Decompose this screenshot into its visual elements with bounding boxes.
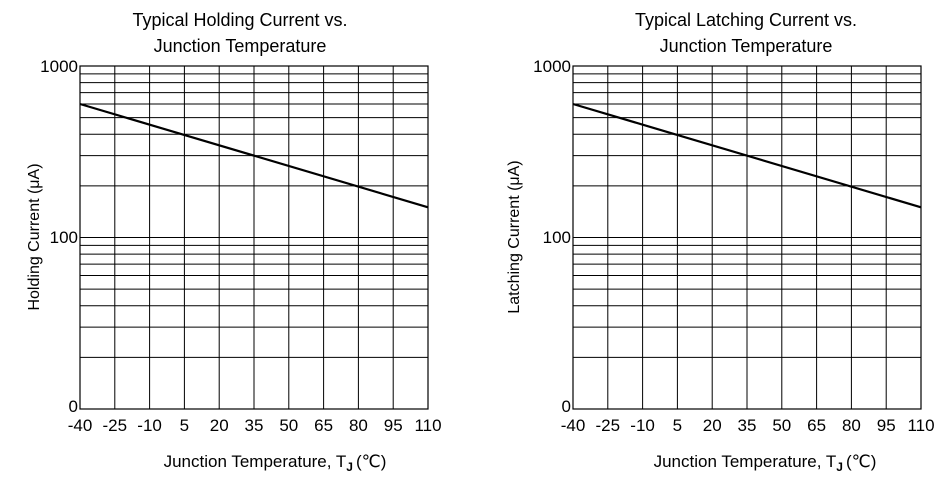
chart-title-line-1: Typical Latching Current vs. [635, 10, 857, 30]
x-tick-label: 5 [180, 416, 189, 435]
x-axis-label-main: Junction Temperature, T [164, 452, 347, 471]
x-tick-label: -40 [561, 416, 586, 435]
x-tick-label: 95 [877, 416, 896, 435]
x-tick-labels: -40 -25 -10 5 20 35 50 65 80 95 110 [561, 416, 935, 435]
y-axis-label: Latching Current (μA) [506, 160, 523, 313]
x-tick-label: 20 [703, 416, 722, 435]
x-tick-label: 95 [384, 416, 403, 435]
y-tick-label: 1000 [40, 57, 78, 76]
x-tick-label: -10 [630, 416, 655, 435]
x-axis-label: Junction Temperature, TJ (℃) [654, 452, 877, 474]
y-tick-label: 100 [50, 228, 78, 247]
y-tick-label: 0 [562, 397, 571, 416]
x-tick-label: 5 [673, 416, 682, 435]
y-tick-label: 1000 [533, 57, 571, 76]
x-axis-label: Junction Temperature, TJ (℃) [164, 452, 387, 474]
x-axis-label-subscript: J [346, 460, 353, 474]
series-layer [572, 102, 922, 209]
x-tick-label: 20 [210, 416, 229, 435]
chart-title-line-2: Junction Temperature [154, 36, 327, 56]
chart-title-line-1: Typical Holding Current vs. [132, 10, 347, 30]
y-tick-labels: 1000 100 0 [40, 57, 78, 416]
x-tick-label: -25 [103, 416, 128, 435]
y-tick-labels: 1000 100 0 [533, 57, 571, 416]
y-tick-label: 0 [69, 397, 78, 416]
x-tick-labels: -40 -25 -10 5 20 35 50 65 80 95 110 [68, 416, 442, 435]
series-line [572, 102, 922, 209]
x-tick-label: -40 [68, 416, 93, 435]
plot-frame [79, 65, 429, 410]
x-tick-label: -10 [137, 416, 162, 435]
x-tick-label: -25 [596, 416, 621, 435]
x-tick-label: 80 [349, 416, 368, 435]
x-tick-label: 65 [314, 416, 333, 435]
latching-current-chart: Typical Latching Current vs. Junction Te… [506, 10, 935, 474]
holding-current-chart: Typical Holding Current vs. Junction Tem… [26, 10, 442, 474]
x-tick-label: 65 [807, 416, 826, 435]
x-axis-label-main: Junction Temperature, T [654, 452, 837, 471]
series-line [79, 102, 429, 209]
x-axis-label-subscript: J [836, 460, 843, 474]
x-tick-label: 35 [738, 416, 757, 435]
x-tick-label: 35 [245, 416, 264, 435]
x-tick-label: 50 [772, 416, 791, 435]
x-tick-label: 80 [842, 416, 861, 435]
x-tick-label: 110 [907, 416, 934, 435]
series-layer [79, 102, 429, 209]
grid [79, 65, 429, 410]
x-tick-label: 110 [414, 416, 441, 435]
chart-title-line-2: Junction Temperature [660, 36, 833, 56]
x-tick-label: 50 [279, 416, 298, 435]
plot-frame [572, 65, 922, 410]
x-axis-label-unit: (℃) [356, 452, 386, 471]
y-axis-label: Holding Current (μA) [26, 163, 43, 310]
x-axis-label-unit: (℃) [846, 452, 876, 471]
grid [572, 65, 922, 410]
y-tick-label: 100 [543, 228, 571, 247]
